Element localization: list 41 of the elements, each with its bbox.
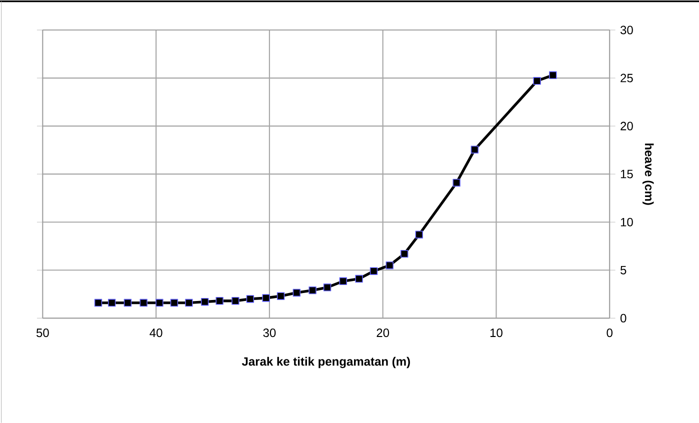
y-tick-label: 10 xyxy=(620,218,633,226)
y-tick-label: 0 xyxy=(620,314,626,322)
point xyxy=(276,292,285,300)
point xyxy=(308,286,316,294)
point xyxy=(232,297,240,305)
x-tick-label: 0 xyxy=(606,328,612,338)
point xyxy=(386,262,394,270)
y-tick-label: 5 xyxy=(620,266,626,274)
point xyxy=(549,71,557,80)
point xyxy=(156,298,164,307)
point xyxy=(400,250,408,258)
point xyxy=(452,178,460,187)
point xyxy=(262,294,270,302)
point xyxy=(170,298,178,307)
x-tick-label: 40 xyxy=(150,328,162,338)
x-tick-label: 20 xyxy=(376,328,390,338)
point xyxy=(533,77,541,85)
point xyxy=(292,288,301,297)
point xyxy=(415,230,423,239)
point xyxy=(246,295,254,303)
point xyxy=(370,267,378,276)
point xyxy=(108,298,116,307)
point xyxy=(216,297,224,305)
point xyxy=(94,298,102,307)
point xyxy=(200,298,209,306)
y-tick-label: 25 xyxy=(620,74,633,82)
y-tick-label: 15 xyxy=(620,170,633,178)
point xyxy=(185,298,193,307)
point xyxy=(355,274,363,283)
point xyxy=(323,284,332,292)
y-axis-title: heave (cm) xyxy=(642,144,654,205)
x-tick-label: 50 xyxy=(36,328,49,338)
x-axis-title: Jarak ke titik pengamatan (m) xyxy=(242,356,410,368)
y-tick-label: 20 xyxy=(620,122,633,130)
point xyxy=(140,298,148,307)
point xyxy=(339,277,348,286)
point xyxy=(470,146,479,154)
x-tick-label: 10 xyxy=(490,328,502,338)
x-tick-label: 30 xyxy=(263,328,276,338)
y-tick-label: 30 xyxy=(620,26,633,34)
point xyxy=(124,298,132,307)
